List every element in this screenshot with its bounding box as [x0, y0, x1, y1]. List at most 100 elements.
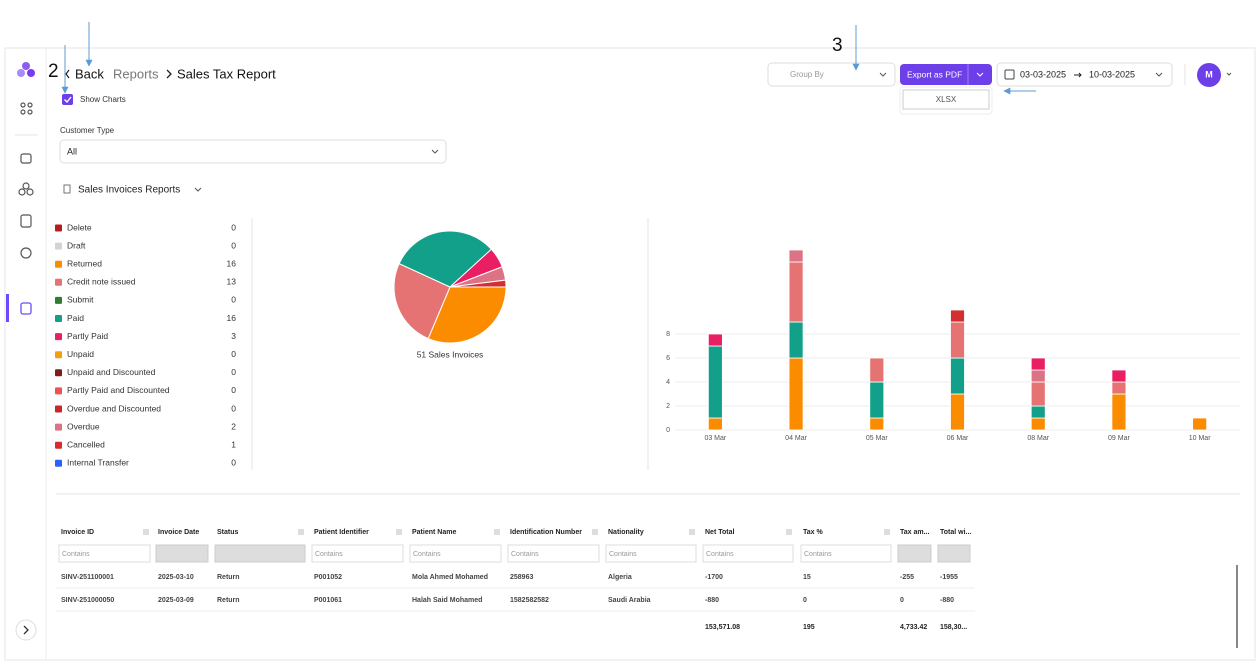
- legend-count: 16: [227, 313, 237, 323]
- legend-label: Internal Transfer: [67, 458, 129, 468]
- legend-label: Returned: [67, 258, 102, 268]
- option-label[interactable]: XLSX: [936, 95, 957, 104]
- avatar[interactable]: [1197, 63, 1221, 87]
- cell: 2025-03-09: [158, 597, 194, 604]
- legend-count: 0: [231, 367, 236, 377]
- filter-placeholder[interactable]: Contains: [609, 551, 637, 558]
- customer-type-select[interactable]: [59, 139, 447, 164]
- y-tick-label: 4: [666, 379, 670, 386]
- pie-slice: [427, 286, 507, 344]
- export-label[interactable]: Export as PDF: [907, 69, 962, 79]
- legend-label: Cancelled: [67, 439, 105, 449]
- date-range[interactable]: [996, 62, 1173, 87]
- column-header: Status: [217, 529, 239, 536]
- legend-swatch: [55, 351, 62, 359]
- nav-icon[interactable]: [20, 153, 32, 164]
- breadcrumb[interactable]: Reports: [113, 66, 159, 81]
- filter-placeholder[interactable]: Contains: [511, 551, 539, 558]
- group-by-select[interactable]: [767, 62, 896, 87]
- legend-swatch: [55, 260, 62, 268]
- nav-icon[interactable]: [20, 302, 32, 315]
- column-header: Total wi...: [940, 529, 971, 536]
- back-link[interactable]: Back: [75, 66, 104, 81]
- legend-label: Credit note issued: [67, 277, 136, 287]
- legend-count: 16: [227, 258, 237, 268]
- cell: Return: [217, 574, 240, 581]
- expand-button[interactable]: [15, 619, 37, 641]
- legend-label: Partly Paid and Discounted: [67, 385, 170, 395]
- column-menu: [786, 529, 792, 535]
- avatar-initial: M: [1205, 69, 1213, 79]
- bar-segment: [707, 345, 723, 419]
- bar-segment: [788, 261, 804, 323]
- bar-segment: [1030, 417, 1046, 431]
- pie-slice: [398, 230, 493, 288]
- nav-icon[interactable]: [20, 214, 32, 228]
- total-cell: 158,30...: [940, 624, 967, 631]
- legend-swatch: [55, 387, 62, 395]
- annotation: 3: [832, 35, 843, 56]
- cell: 1582582582: [510, 597, 549, 604]
- cell: Return: [217, 597, 240, 604]
- legend-label: Unpaid: [67, 349, 94, 359]
- total-cell: 4,733.42: [900, 624, 927, 631]
- column-header: Tax am...: [900, 529, 929, 536]
- cell: P001052: [314, 574, 342, 581]
- legend-label: Delete: [67, 222, 92, 232]
- pie-slice: [393, 262, 451, 340]
- bar-segment: [788, 357, 804, 431]
- export-button[interactable]: [900, 64, 992, 85]
- column-menu: [689, 529, 695, 535]
- legend-swatch: [55, 333, 62, 341]
- checkbox[interactable]: [62, 94, 73, 105]
- column-filter: [155, 544, 209, 563]
- legend-swatch: [55, 242, 62, 250]
- column-menu: [396, 529, 402, 535]
- x-tick-label: 08 Mar: [1027, 435, 1049, 442]
- bar-segment: [869, 381, 885, 419]
- legend-count: 0: [231, 385, 236, 395]
- bar-segment: [1111, 369, 1127, 383]
- x-tick-label: 03 Mar: [704, 435, 726, 442]
- bar-segment: [950, 309, 965, 323]
- y-tick-label: 0: [666, 427, 670, 434]
- column-menu: [884, 529, 890, 535]
- bar-segment: [869, 357, 885, 383]
- filter-placeholder[interactable]: Contains: [315, 551, 343, 558]
- nav-icon[interactable]: [18, 182, 34, 196]
- column-header: Patient Identifier: [314, 529, 369, 536]
- legend-swatch: [55, 278, 62, 286]
- xlsx-option[interactable]: [902, 89, 990, 110]
- legend-count: 0: [231, 240, 236, 250]
- checkbox-label[interactable]: Show Charts: [80, 95, 126, 104]
- report-selector[interactable]: Sales Invoices Reports: [78, 185, 180, 196]
- filter-placeholder[interactable]: Contains: [62, 551, 90, 558]
- pie-label: 51 Sales Invoices: [417, 349, 484, 359]
- x-tick-label: 06 Mar: [947, 435, 969, 442]
- legend-swatch: [55, 459, 62, 467]
- filter-placeholder[interactable]: Contains: [706, 551, 734, 558]
- nav-icon[interactable]: [20, 247, 32, 259]
- legend-label: Draft: [67, 240, 86, 250]
- bar-segment: [707, 417, 723, 431]
- legend-count: 0: [231, 222, 236, 232]
- column-menu: [494, 529, 500, 535]
- cell: 0: [900, 597, 904, 604]
- bar-segment: [1192, 417, 1208, 431]
- y-tick-label: 2: [666, 403, 670, 410]
- legend-label: Partly Paid: [67, 331, 108, 341]
- nav-icon[interactable]: [20, 102, 33, 115]
- legend-swatch: [55, 405, 62, 413]
- bar-segment: [707, 333, 723, 347]
- legend-swatch: [55, 224, 62, 232]
- column-header: Net Total: [705, 529, 734, 536]
- filter-placeholder[interactable]: Contains: [804, 551, 832, 558]
- legend-swatch: [55, 423, 62, 431]
- column-header: Patient Name: [412, 529, 456, 536]
- legend-count: 0: [231, 458, 236, 468]
- filter-placeholder[interactable]: Contains: [413, 551, 441, 558]
- bar-segment: [1111, 393, 1127, 431]
- date-from: 03-03-2025: [1020, 69, 1066, 79]
- column-header: Nationality: [608, 529, 644, 536]
- legend-count: 13: [227, 277, 237, 287]
